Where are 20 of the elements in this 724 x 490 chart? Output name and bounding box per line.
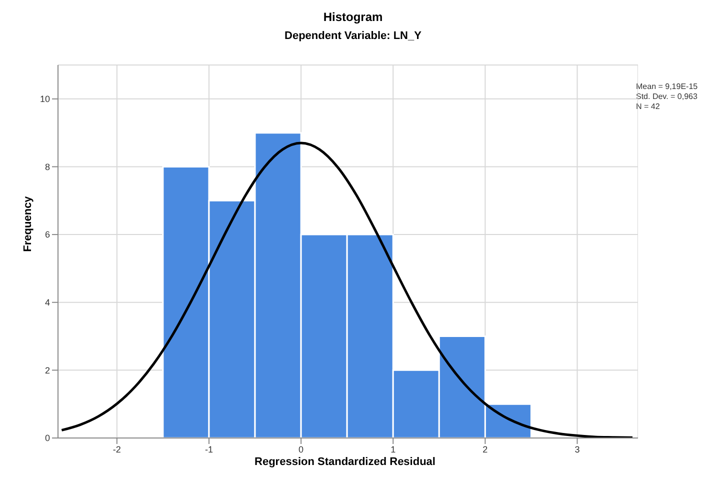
y-axis-title: Frequency (22, 195, 34, 254)
chart-subtitle: Dependent Variable: LN_Y (284, 30, 422, 42)
y-tick-label: 8 (44, 162, 50, 172)
annotation: Mean = 9,19E-15 (636, 82, 698, 92)
y-tick-label: 6 (44, 230, 50, 240)
x-tick-label: 2 (482, 444, 488, 454)
y-tick-label: 4 (44, 298, 50, 308)
x-tick-label: -2 (112, 444, 121, 454)
x-tick-label: 1 (390, 444, 396, 454)
y-tick-label: 10 (40, 94, 50, 104)
x-tick-label: -1 (204, 444, 213, 454)
y-tick-label: 2 (44, 365, 50, 376)
chart-title: Histogram (322, 10, 384, 24)
line-series (60, 142, 634, 438)
x-axis-title: Regression Standardized Residual (254, 456, 436, 468)
x-tick-label: 0 (298, 444, 304, 454)
annotation: N = 42 (636, 102, 661, 112)
x-tick-label: 3 (574, 444, 580, 454)
annotation: Std. Dev. = 0,963 (636, 92, 698, 102)
y-tick-label: 0 (44, 433, 50, 444)
